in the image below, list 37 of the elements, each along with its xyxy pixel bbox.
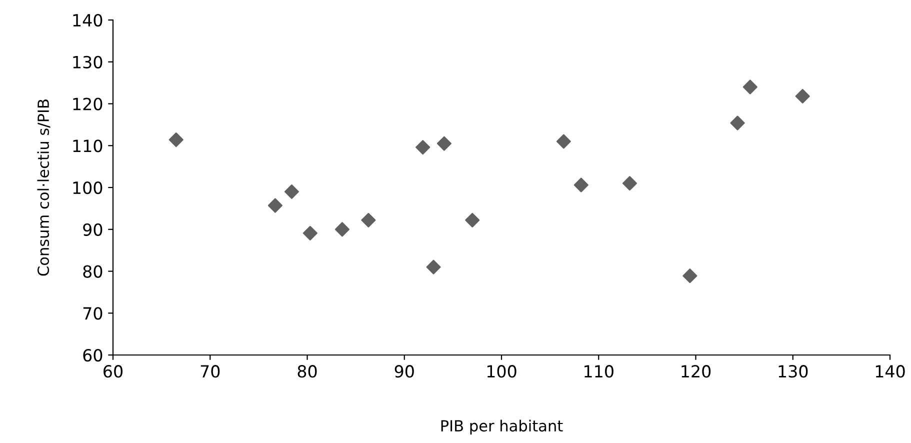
y-axis-title: Consum col·lectiu s/PIB <box>37 100 50 276</box>
point <box>334 222 350 237</box>
x-tick-label: 120 <box>682 365 711 378</box>
x-tick-label: 60 <box>104 365 122 378</box>
point <box>574 178 588 192</box>
point <box>436 136 452 151</box>
x-tick-label: 70 <box>200 365 220 378</box>
point <box>742 80 758 94</box>
x-tick-label: 130 <box>778 365 808 378</box>
y-tick-label: 140 <box>73 14 102 27</box>
y-tick-label: 90 <box>83 223 102 236</box>
point <box>268 198 282 213</box>
x-tick-label: 90 <box>394 365 414 378</box>
point <box>284 184 299 199</box>
point <box>168 132 184 148</box>
point <box>795 88 810 104</box>
point <box>730 116 745 130</box>
y-tick-label: 120 <box>73 98 102 110</box>
x-tick-label: 100 <box>487 365 516 378</box>
x-tick-label: 80 <box>298 365 317 378</box>
x-tick-label: 140 <box>876 365 905 378</box>
point <box>682 268 698 284</box>
point <box>465 212 480 228</box>
point <box>361 212 376 228</box>
point <box>622 176 637 191</box>
y-tick-label: 130 <box>73 56 102 68</box>
y-tick-label: 110 <box>73 140 102 152</box>
y-tick-label: 80 <box>83 265 102 278</box>
point <box>426 260 441 274</box>
y-tick-label: 70 <box>83 307 102 320</box>
y-tick-label: 100 <box>73 181 102 194</box>
y-tick-label: 60 <box>83 348 102 362</box>
x-axis-title: PIB per habitant <box>441 420 563 435</box>
point <box>416 140 430 155</box>
point <box>556 134 571 149</box>
x-tick-label: 110 <box>584 365 614 378</box>
point <box>302 226 318 240</box>
